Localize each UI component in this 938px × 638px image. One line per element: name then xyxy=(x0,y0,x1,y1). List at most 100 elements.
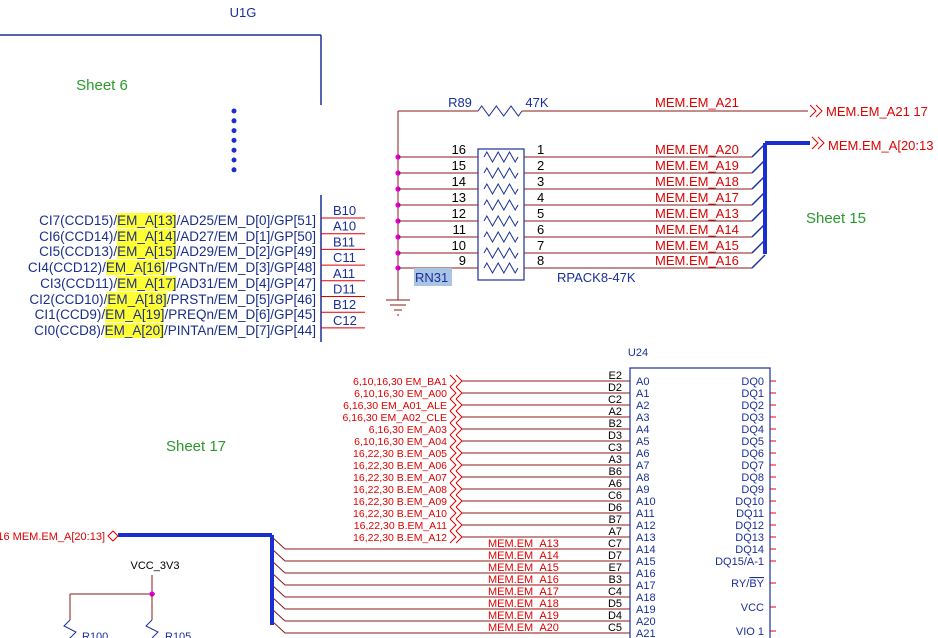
pin-number: 14 xyxy=(452,174,466,189)
resistor-pack xyxy=(477,148,525,281)
component-ref: U24 xyxy=(628,347,648,359)
pin-name: DQ7 xyxy=(741,460,764,472)
pin-label-part: CI3(CCD11)/ xyxy=(40,275,118,291)
pin-number: 4 xyxy=(537,190,544,205)
pin-label-part: CI6(CCD14)/ xyxy=(39,228,118,244)
pin-number: C11 xyxy=(333,250,356,265)
pin-number: E2 xyxy=(609,370,622,382)
pin-label-part: /AD25/EM_D[0]/GP[51] xyxy=(176,213,316,228)
offpage-label: MEM.EM_A21 17 xyxy=(826,104,928,119)
pin-number: E7 xyxy=(609,562,622,574)
offpage-arrow xyxy=(449,458,463,472)
net-label: 16,22,30 B.EM_A05 xyxy=(353,448,447,460)
net-label: MEM.EM_A19 xyxy=(488,610,559,622)
pin-name: A12 xyxy=(636,520,656,532)
net-label: 6,16,30 EM_A03 xyxy=(369,424,447,436)
net-label: 16,22,30 B.EM_A08 xyxy=(353,484,447,496)
pin-label: CI3(CCD11)/EM_A[17]/AD31/EM_D[4]/GP[47] xyxy=(40,275,316,292)
pin-number: 16 xyxy=(452,142,466,157)
pin-label-part: /AD31/EM_D[4]/GP[47] xyxy=(176,275,316,291)
pin-number: A2 xyxy=(609,406,622,418)
pin-name: DQ0 xyxy=(741,376,764,388)
pin-name: DQ6 xyxy=(741,448,764,460)
component-ref: RN31 xyxy=(415,270,448,285)
pin-number: 10 xyxy=(452,238,466,253)
resistor xyxy=(483,182,519,196)
pin-name: A9 xyxy=(636,484,649,496)
wire xyxy=(751,175,766,190)
pin-number: 1 xyxy=(537,142,544,157)
net-label: 6,10,16,30 EM_BA1 xyxy=(353,376,447,388)
pin-name: DQ2 xyxy=(741,400,764,412)
pin-label-part: EM_A[15] xyxy=(117,244,177,260)
pin-label-part: /PREQn/EM_D[6]/GP[45] xyxy=(164,307,316,323)
pin-number: D11 xyxy=(333,282,356,297)
pin-name: DQ8 xyxy=(741,472,764,484)
pin-label-part: EM_A[19] xyxy=(105,307,165,323)
pin-name: DQ11 xyxy=(736,508,764,520)
net-label: MEM.EM_A17 xyxy=(655,190,739,205)
pin-number: 5 xyxy=(537,206,544,221)
pin-name: A20 xyxy=(636,616,656,628)
pin-label-part: EM_A[18] xyxy=(107,291,167,307)
pin-name: A2 xyxy=(636,400,649,412)
net-label: MEM.EM_A17 xyxy=(488,586,559,598)
pin-number: 12 xyxy=(452,206,466,221)
wire xyxy=(751,143,766,158)
pin-name: A11 xyxy=(636,508,655,520)
pin-number: C3 xyxy=(608,442,622,454)
pin-label-part: EM_A[17] xyxy=(117,275,177,291)
offpage-arrow xyxy=(449,422,463,436)
pin-number: 9 xyxy=(459,253,466,268)
pin-number: D2 xyxy=(608,382,622,394)
offpage-arrow xyxy=(809,104,823,118)
net-label: 16,22,30 B.EM_A09 xyxy=(353,496,447,508)
resistor xyxy=(483,150,519,164)
pin-name: RY/BY xyxy=(731,578,764,590)
net-label: MEM.EM_A16 xyxy=(488,574,559,586)
resistor xyxy=(483,246,519,260)
net-label: 16,22,30 B.EM_A10 xyxy=(353,508,447,520)
resistor xyxy=(483,230,519,244)
pin-number: B3 xyxy=(609,574,622,586)
ellipsis-dot xyxy=(231,157,237,163)
net-label: MEM.EM_A16 xyxy=(655,253,739,268)
resistor xyxy=(483,261,519,275)
highlight xyxy=(414,268,452,286)
wire xyxy=(751,207,766,222)
pin-name: A7 xyxy=(636,460,649,472)
net-label: MEM.EM_A15 xyxy=(488,562,559,574)
pin-name: DQ3 xyxy=(741,412,764,424)
pin-label-part: /PGNTn/EM_D[3]/GP[48] xyxy=(165,260,316,276)
pin-name: A16 xyxy=(636,568,656,580)
offpage-arrow xyxy=(449,482,463,496)
offpage-arrow xyxy=(449,506,463,520)
net-label: MEM.EM_A13 xyxy=(488,538,559,550)
pin-number: C5 xyxy=(608,622,622,634)
pin-label-part: /AD29/EM_D[2]/GP[49] xyxy=(176,244,316,260)
pin-number: D5 xyxy=(608,598,622,610)
net-label: 16,22,30 B.EM_A12 xyxy=(353,532,447,544)
pin-number: A3 xyxy=(609,454,622,466)
ellipsis-dot xyxy=(231,118,237,124)
pin-label: CI0(CCD8)/EM_A[20]/PINTAn/EM_D[7]/GP[44] xyxy=(34,322,316,339)
pin-name: DQ10 xyxy=(735,496,764,508)
net-label: MEM.EM_A21 xyxy=(655,95,739,110)
wire xyxy=(271,572,286,586)
pin-name: A17 xyxy=(636,580,656,592)
component-ref: U1G xyxy=(230,5,257,20)
wire xyxy=(751,239,766,254)
pin-name: DQ15/A-1 xyxy=(715,556,764,568)
pin-label-part: /PINTAn/EM_D[7]/GP[44] xyxy=(163,322,316,338)
offpage-arrow xyxy=(449,518,463,532)
pin-name: A0 xyxy=(636,376,649,388)
offpage-arrow xyxy=(449,434,463,448)
pin-name: A14 xyxy=(636,544,656,556)
net-label: MEM.EM_A13 xyxy=(655,206,739,221)
pin-label-part: CI4(CCD12)/ xyxy=(27,260,106,276)
component-ref: R100 xyxy=(82,631,108,638)
pin-name: DQ4 xyxy=(741,424,764,436)
wire xyxy=(271,608,286,622)
wire xyxy=(271,620,286,634)
pin-name: A19 xyxy=(636,604,656,616)
